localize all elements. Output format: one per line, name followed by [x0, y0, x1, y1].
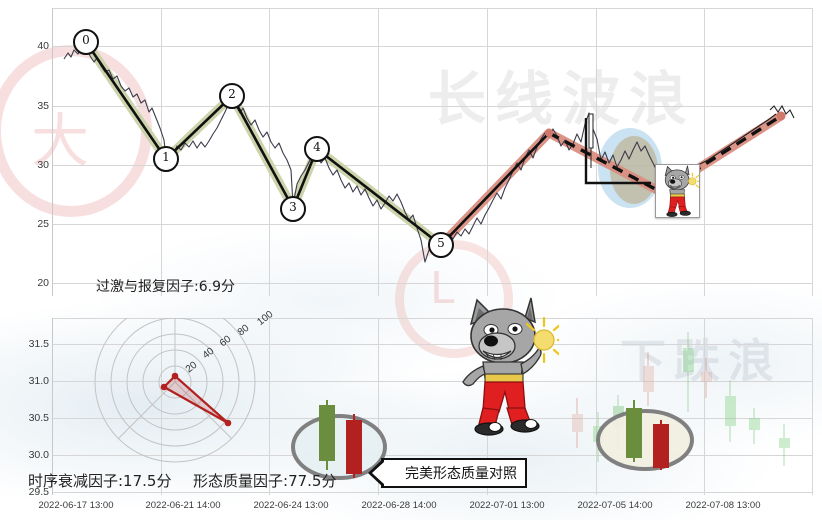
y-axis-tick: 30	[37, 159, 49, 171]
gridline	[53, 492, 813, 493]
gridline	[53, 318, 813, 319]
level-bracket	[584, 118, 651, 185]
gridline	[596, 318, 597, 495]
candle	[643, 352, 654, 406]
candle	[725, 380, 736, 442]
x-axis-tick: 2022-07-01 13:00	[469, 500, 545, 511]
y-axis-tick: 29.5	[28, 486, 49, 498]
gridline	[53, 46, 813, 47]
candle	[683, 332, 694, 412]
gridline	[53, 224, 813, 225]
x-axis-tick: 2022-06-21 14:00	[145, 500, 221, 511]
gridline	[269, 8, 270, 296]
wave-node-4[interactable]: 4	[304, 136, 330, 162]
pattern-quality-factor-label: 形态质量因子:77.5分	[193, 472, 337, 490]
spike-body	[588, 113, 594, 149]
candle	[749, 408, 760, 444]
callout-annotation: 完美形态质量对照	[368, 458, 527, 488]
callout-box: 完美形态质量对照	[368, 458, 527, 488]
gridline	[812, 318, 813, 495]
time-decay-factor-label: 时序衰减因子:17.5分	[28, 472, 172, 490]
callout-text: 完美形态质量对照	[405, 466, 517, 482]
gridline	[53, 106, 813, 107]
radar-axis	[174, 381, 233, 440]
candle	[779, 424, 790, 466]
gridline	[378, 318, 379, 495]
y-axis-tick: 40	[37, 40, 49, 52]
gridline	[53, 418, 813, 419]
gridline	[53, 455, 813, 456]
radar-ring	[110, 318, 240, 447]
wave-node-1[interactable]: 1	[153, 146, 179, 172]
y-axis-tick: 35	[37, 100, 49, 112]
gridline	[812, 8, 813, 296]
y-axis-tick: 31.0	[28, 375, 49, 387]
y-axis-tick: 30.0	[28, 449, 49, 461]
gridline	[53, 283, 813, 284]
callout-arrow-tip-inner	[372, 461, 385, 485]
projection-point	[545, 129, 553, 137]
y-axis-tick: 25	[37, 218, 49, 230]
candle-group-left	[291, 400, 387, 480]
radar-point	[224, 419, 232, 427]
gridline	[487, 8, 488, 296]
wolf-mascot-inset[interactable]	[655, 164, 700, 218]
gridline	[704, 318, 705, 495]
candle-bull	[319, 400, 335, 470]
candle-highlight-ellipse	[596, 409, 694, 471]
gridline	[704, 8, 705, 296]
wave-node-5[interactable]: 5	[428, 232, 454, 258]
price-line	[63, 43, 662, 263]
candle-bear	[346, 414, 362, 478]
gridline	[596, 8, 597, 296]
candle	[701, 358, 712, 398]
gridline	[53, 381, 813, 382]
radar-candle-panel: 31.5 31.0 30.5 30.0 29.5	[29, 318, 813, 498]
radar-polygon	[162, 374, 230, 425]
radar-chart	[94, 318, 256, 463]
down-wave-band	[81, 37, 446, 250]
y-axis-tick: 30.5	[28, 412, 49, 424]
x-axis-tick: 2022-06-17 13:00	[38, 500, 114, 511]
radar-point	[171, 372, 179, 380]
gridline	[53, 8, 813, 9]
projection-point	[776, 111, 786, 121]
gridline	[53, 344, 813, 345]
x-axis-tick: 2022-07-05 14:00	[577, 500, 653, 511]
bottom-panel-annotations: 时序衰减因子:17.5分 形态质量因子:77.5分	[28, 470, 336, 491]
wave-node-2[interactable]: 2	[219, 83, 245, 109]
y-axis-tick: 20	[37, 277, 49, 289]
forecast-tail	[769, 104, 795, 119]
candle-bear	[653, 420, 669, 470]
gridline	[53, 165, 813, 166]
candle-group-right	[596, 400, 694, 471]
wave-node-0[interactable]: 0	[73, 29, 99, 55]
wave-node-3[interactable]: 3	[280, 196, 306, 222]
radar-axis	[117, 381, 176, 440]
x-axis-tick: 2022-06-28 14:00	[361, 500, 437, 511]
candle	[572, 398, 583, 448]
x-axis-tick: 2022-06-24 13:00	[253, 500, 329, 511]
wolf-mascot-inset-art	[664, 165, 699, 217]
x-axis-tick: 2022-07-08 13:00	[685, 500, 761, 511]
gridline	[161, 318, 162, 495]
wolf-mascot	[462, 297, 559, 436]
y-axis-tick: 31.5	[28, 338, 49, 350]
radar-point	[160, 383, 168, 391]
gridline	[269, 318, 270, 495]
top-panel-annotation: 过激与报复因子:6.9分	[96, 279, 235, 295]
radar-ring	[94, 318, 256, 463]
gridline	[378, 8, 379, 296]
candle-bull	[626, 400, 642, 462]
